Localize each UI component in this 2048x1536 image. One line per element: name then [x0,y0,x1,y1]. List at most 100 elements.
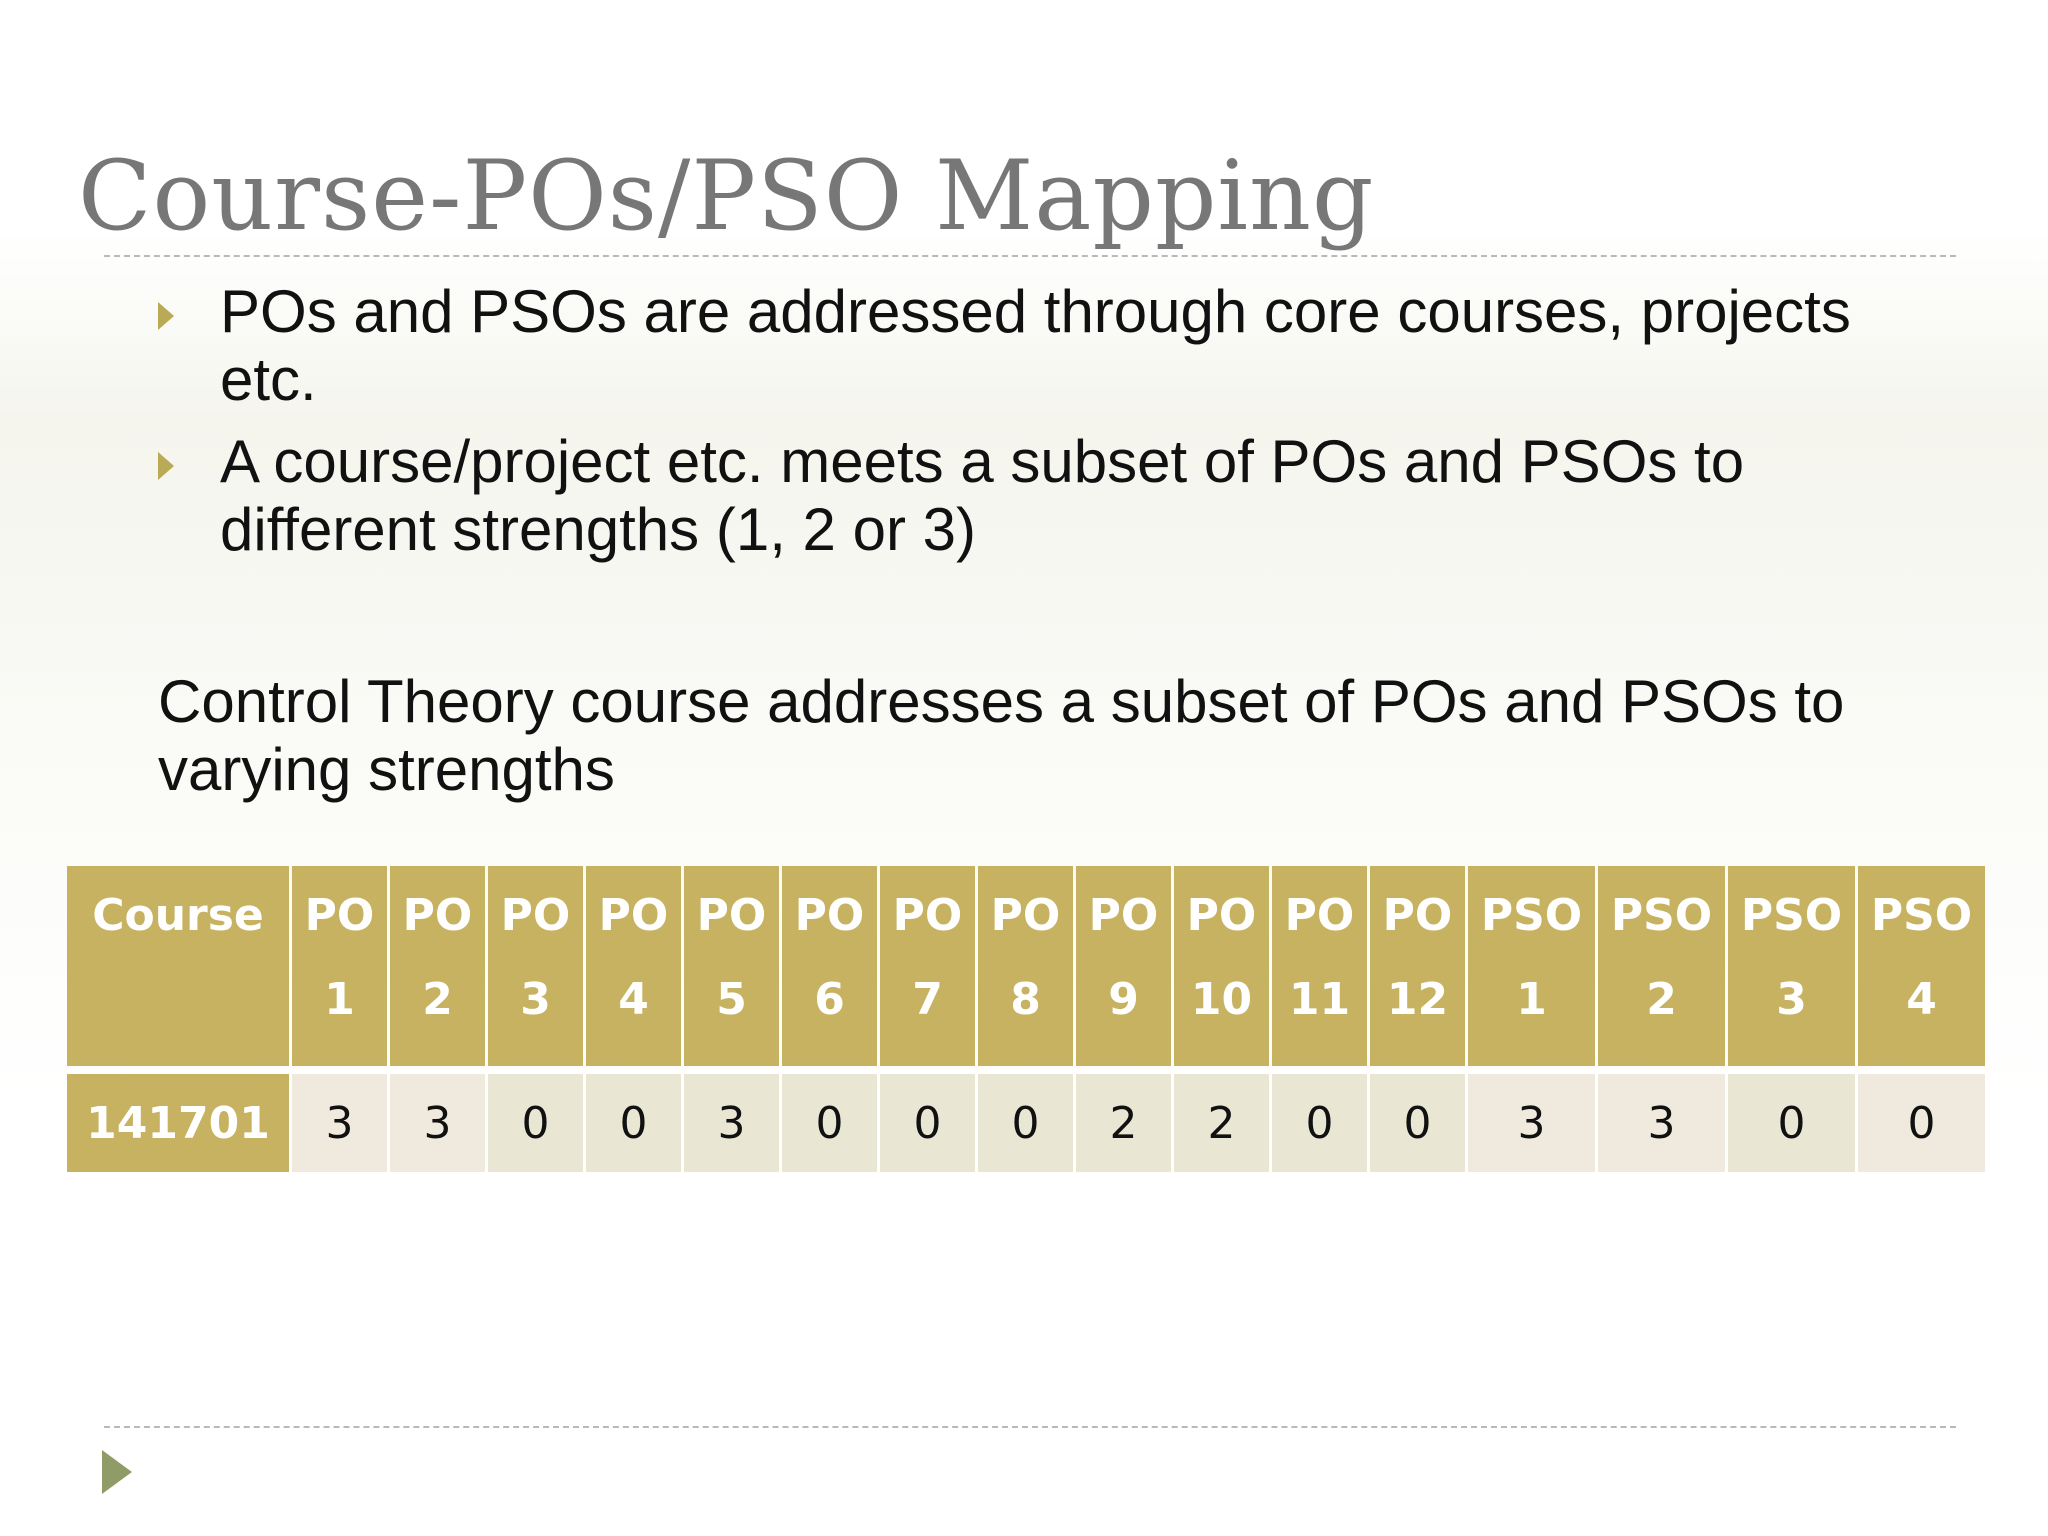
header-label: PO [892,890,963,941]
table-spacer [67,1066,1985,1074]
header-number: 11 [1288,974,1351,1025]
spacer-cell [292,1066,387,1074]
spacer-cell [1728,1066,1855,1074]
table-header-row: Course PO 1 PO 2 PO 3 PO 4 PO 5 PO 6 PO 7 PO 8 PO 9 PO 10 PO 1… [67,866,1985,1066]
table-cell: 3 [1598,1074,1725,1172]
spacer-cell [390,1066,485,1074]
column-header: PO 1 [292,866,387,1066]
header-label: PO [1088,890,1159,941]
header-number: 2 [1646,974,1677,1025]
column-header: PO 4 [586,866,681,1066]
column-header-course: Course [67,866,289,1066]
spacer-cell [1598,1066,1725,1074]
header-label: PO [794,890,865,941]
header-number: 10 [1190,974,1253,1025]
title-divider [104,255,1956,257]
header-number: 2 [422,974,453,1025]
column-header: PO 9 [1076,866,1171,1066]
header-label: PO [1186,890,1257,941]
table-cell: 0 [1728,1074,1855,1172]
header-number: 4 [1906,974,1937,1025]
table-cell: 0 [488,1074,583,1172]
spacer-cell [1076,1066,1171,1074]
header-label: PSO [1740,890,1843,941]
mapping-table: Course PO 1 PO 2 PO 3 PO 4 PO 5 PO 6 PO 7 PO 8 PO 9 PO 10 PO 1… [64,866,1988,1172]
header-label: PO [500,890,571,941]
column-header: PO 3 [488,866,583,1066]
spacer-cell [1272,1066,1367,1074]
spacer-cell [782,1066,877,1074]
header-label: PO [1284,890,1355,941]
spacer-cell [978,1066,1073,1074]
header-label: PSO [1610,890,1713,941]
bullet-text: POs and PSOs are addressed through core … [220,278,1851,413]
spacer-cell [586,1066,681,1074]
slide-title: Course-POs/PSO Mapping [78,140,1375,252]
header-label: PO [304,890,375,941]
table-cell: 0 [1370,1074,1465,1172]
spacer-cell [880,1066,975,1074]
header-label: Course [92,890,264,941]
column-header: PSO 1 [1468,866,1595,1066]
column-header: PO 10 [1174,866,1269,1066]
table-cell: 3 [390,1074,485,1172]
table-cell: 2 [1174,1074,1269,1172]
header-number: 4 [618,974,649,1025]
footer-divider [104,1426,1956,1428]
bullet-text: A course/project etc. meets a subset of … [220,428,1745,563]
column-header: PO 5 [684,866,779,1066]
column-header: PO 8 [978,866,1073,1066]
triangle-right-icon [158,302,174,330]
header-number: 6 [814,974,845,1025]
table-row: 141701 3 3 0 0 3 0 0 0 2 2 0 0 3 3 0 0 [67,1074,1985,1172]
spacer-cell [1174,1066,1269,1074]
table-cell: 0 [978,1074,1073,1172]
course-description: Control Theory course addresses a subset… [158,668,1845,803]
table-cell: 0 [1272,1074,1367,1172]
spacer-cell [1858,1066,1985,1074]
table-cell: 0 [782,1074,877,1172]
table-cell: 3 [684,1074,779,1172]
header-label: PO [1382,890,1453,941]
table-cell: 0 [586,1074,681,1172]
spacer-cell [1468,1066,1595,1074]
spacer-cell [1370,1066,1465,1074]
table-cell: 0 [1858,1074,1985,1172]
column-header: PO 11 [1272,866,1367,1066]
header-label: PO [696,890,767,941]
header-label: PO [990,890,1061,941]
header-label: PO [402,890,473,941]
header-label: PSO [1480,890,1583,941]
table-cell: 3 [1468,1074,1595,1172]
header-label: PO [598,890,669,941]
header-number: 7 [912,974,943,1025]
header-number: 8 [1010,974,1041,1025]
triangle-right-icon [158,452,174,480]
spacer-cell [488,1066,583,1074]
column-header: PSO 3 [1728,866,1855,1066]
column-header: PO 6 [782,866,877,1066]
spacer-cell [67,1066,289,1074]
header-number: 3 [1776,974,1807,1025]
table-cell: 2 [1076,1074,1171,1172]
column-header: PSO 4 [1858,866,1985,1066]
header-number: 3 [520,974,551,1025]
bullet-item: A course/project etc. meets a subset of … [158,428,1958,564]
header-number: 5 [716,974,747,1025]
bullet-item: POs and PSOs are addressed through core … [158,278,1958,414]
course-code-cell: 141701 [67,1074,289,1172]
spacer-cell [684,1066,779,1074]
column-header: PO 7 [880,866,975,1066]
column-header: PO 12 [1370,866,1465,1066]
header-label: PSO [1870,890,1973,941]
header-number: 9 [1108,974,1139,1025]
bullet-list: POs and PSOs are addressed through core … [158,278,1958,578]
triangle-right-icon [102,1450,132,1494]
table-cell: 0 [880,1074,975,1172]
header-number: 1 [324,974,355,1025]
header-number: 1 [1516,974,1547,1025]
header-number: 12 [1386,974,1449,1025]
column-header: PO 2 [390,866,485,1066]
column-header: PSO 2 [1598,866,1725,1066]
